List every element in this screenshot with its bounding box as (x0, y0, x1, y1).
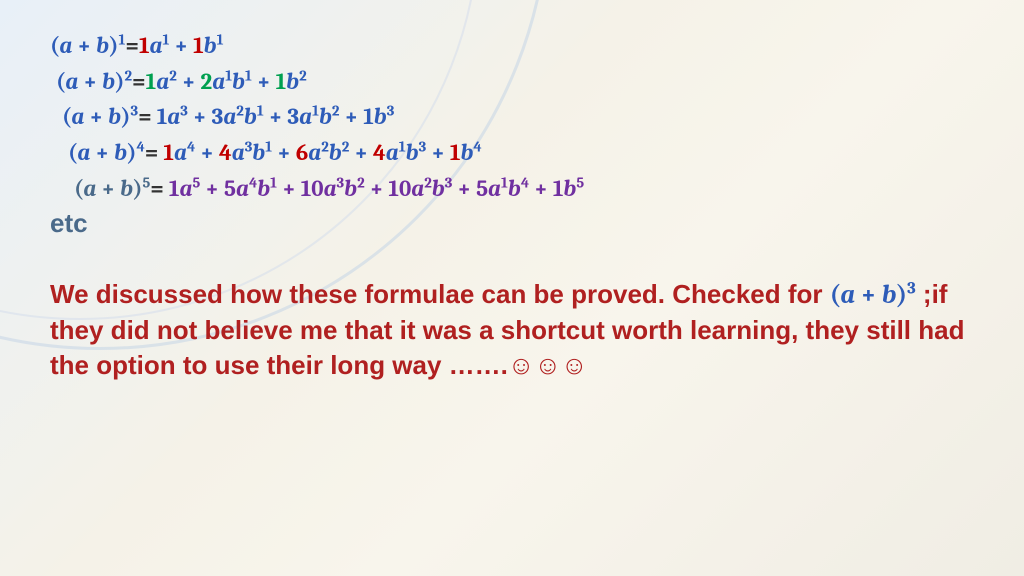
para-text-1: We discussed how these formulae can be p… (50, 279, 830, 309)
inline-math: (a + b)3 (830, 280, 916, 310)
formula-row-3: (a + b)3= 1a3 + 3a2b1 + 3a1b2 + 1b3 (62, 99, 974, 135)
formula-list: (a + b)1=1a1 + 1b1(a + b)2=1a2 + 2a1b1 +… (50, 28, 974, 206)
formula-row-5: (a + b)5= 1a5 + 5a4b1 + 10a3b2 + 10a2b3 … (74, 171, 974, 207)
formula-row-4: (a + b)4= 1a4 + 4a3b1 + 6a2b2 + 4a1b3 + … (68, 135, 974, 171)
etc-text: etc (50, 208, 974, 239)
discussion-paragraph: We discussed how these formulae can be p… (50, 277, 974, 383)
smiley-icons: ☺☺☺ (508, 350, 588, 380)
formula-row-1: (a + b)1=1a1 + 1b1 (50, 28, 974, 64)
formula-row-2: (a + b)2=1a2 + 2a1b1 + 1b2 (56, 64, 974, 100)
slide-content: (a + b)1=1a1 + 1b1(a + b)2=1a2 + 2a1b1 +… (0, 0, 1024, 403)
